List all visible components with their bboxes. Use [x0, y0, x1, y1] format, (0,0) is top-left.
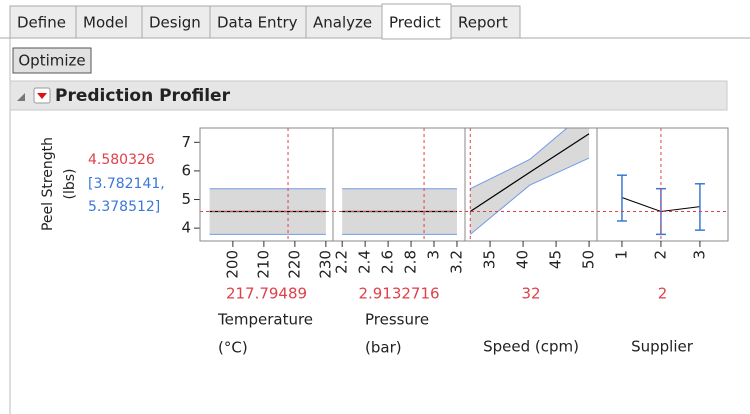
x-tick-label: 3 [425, 250, 443, 260]
factor-label: Supplier [631, 338, 694, 356]
disclosure-icon[interactable] [17, 93, 25, 101]
x-tick-label: 3 [690, 250, 708, 260]
x-tick-label: 2.8 [402, 250, 420, 274]
tab-label[interactable]: Report [458, 14, 508, 32]
y-tick-label: 6 [181, 161, 191, 179]
x-tick-label: 35 [481, 250, 499, 269]
current-value[interactable]: 2.9132716 [358, 285, 439, 303]
x-tick-label: 2.2 [333, 250, 351, 274]
x-tick-label: 2.6 [379, 250, 397, 274]
x-tick-label: 50 [580, 250, 598, 269]
factor-label: (bar) [365, 339, 402, 357]
ci-lower: [3.782141, [88, 176, 165, 192]
y-tick-label: 4 [181, 219, 191, 237]
optimize-button[interactable] [12, 47, 92, 74]
tab[interactable] [305, 5, 383, 39]
factor-label: Temperature [217, 311, 313, 329]
prediction-line [469, 133, 590, 213]
factor-label: (°C) [218, 339, 248, 357]
tab-label[interactable]: Design [149, 14, 201, 32]
x-tick-label: 2 [651, 250, 669, 260]
prediction-value: 4.580326 [88, 152, 155, 168]
x-tick-label: 210 [254, 250, 272, 279]
y-label: (lbs) [62, 169, 78, 200]
tab-label[interactable]: Define [17, 14, 66, 32]
tab-label[interactable]: Data Entry [217, 14, 298, 32]
tab-bar: Define Model Design Data Entry Analyze Predic… [9, 3, 521, 40]
tab-label[interactable]: Analyze [313, 14, 372, 32]
tab[interactable] [450, 5, 521, 39]
tab-label[interactable]: Predict [389, 14, 441, 32]
panel [200, 128, 333, 241]
y-label: Peel Strength [40, 137, 56, 231]
panel-frame [596, 127, 729, 242]
x-tick-label: 3.2 [447, 250, 465, 274]
x-tick-label: 40 [514, 250, 532, 269]
factor-label: Speed (cpm) [483, 338, 579, 356]
current-value[interactable]: 32 [521, 285, 540, 303]
band-edge [470, 128, 568, 190]
panel [333, 128, 465, 241]
menu-arrow [37, 93, 47, 99]
profiler-title: Prediction Profiler [55, 86, 231, 106]
confidence-band [470, 128, 590, 235]
button-label[interactable]: Optimize [18, 52, 85, 70]
factor-label: Pressure [365, 311, 429, 329]
x-tick-label: 230 [316, 250, 334, 279]
band-edge [469, 157, 590, 235]
x-tick-label: 45 [547, 250, 565, 269]
current-value[interactable]: 2 [658, 285, 668, 303]
panel [597, 128, 728, 241]
x-tick-label: 1 [612, 250, 630, 260]
x-tick-label: 220 [285, 250, 303, 279]
y-tick-label: 5 [181, 190, 191, 208]
panel [465, 128, 597, 241]
x-tick-label: 2.4 [356, 250, 374, 274]
tab[interactable] [9, 5, 77, 39]
tab[interactable] [141, 5, 211, 39]
y-tick-label: 7 [181, 133, 191, 151]
tab-label[interactable]: Model [83, 14, 128, 32]
current-value[interactable]: 217.79489 [226, 285, 307, 303]
ci-upper: 5.378512] [88, 199, 160, 215]
x-tick-label: 200 [223, 250, 241, 279]
profiler-header [9, 80, 728, 111]
tab[interactable] [75, 5, 143, 39]
